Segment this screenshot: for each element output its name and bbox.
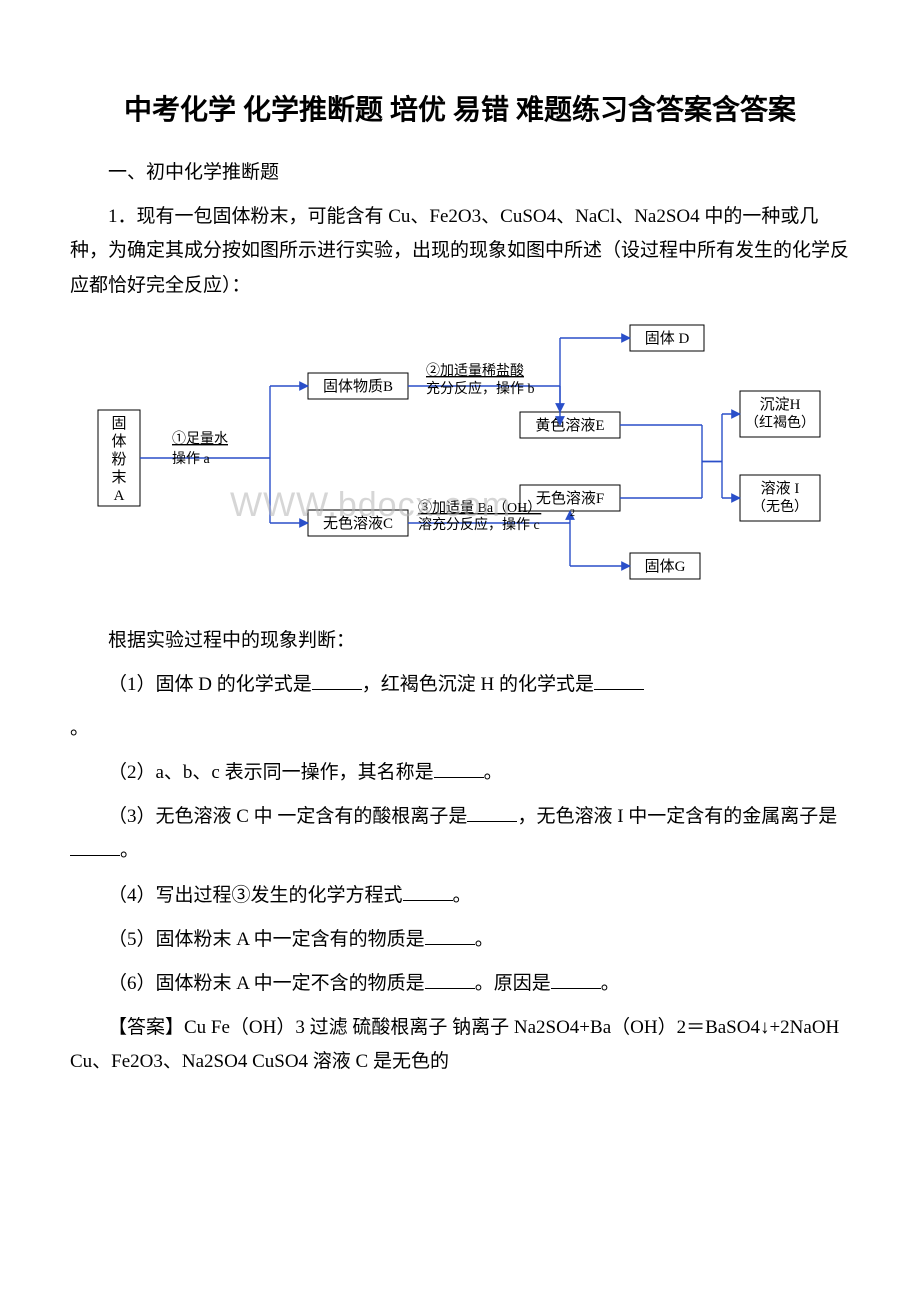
period: 。 <box>601 973 620 994</box>
svg-text:A: A <box>114 488 125 504</box>
flow-diagram: 固体粉末A 固体物质B 无色溶液C 固体 D 黄色溶液E 无色溶液F 固体G 沉淀H（红褐色）… <box>90 315 830 606</box>
svg-text:沉淀H: 沉淀H <box>760 396 801 413</box>
svg-text:（无色）: （无色） <box>752 498 808 515</box>
q1-6: （6）固体粉末 A 中一定不含的物质是 。原因是 。 <box>70 967 850 1001</box>
q1-3-b: ，无色溶液 I 中一定含有的金属离子是 <box>517 806 837 827</box>
svg-text:固: 固 <box>111 415 126 432</box>
svg-text:溶液 I: 溶液 I <box>761 480 800 497</box>
svg-text:①足量水: ①足量水 <box>172 431 228 447</box>
question-intro: 1．现有一包固体粉末，可能含有 Cu、Fe2O3、CuSO4、NaCl、Na2S… <box>70 200 850 303</box>
q1-2: （2）a、b、c 表示同一操作，其名称是 。 <box>70 756 850 790</box>
period: 。 <box>484 762 503 783</box>
q1-1-a: （1）固体 D 的化学式是 <box>108 674 312 695</box>
blank <box>403 882 453 901</box>
period: 。 <box>475 929 494 950</box>
q1-6-a: （6）固体粉末 A 中一定不含的物质是 <box>108 973 425 994</box>
answer-block: 【答案】Cu Fe（OH）3 过滤 硫酸根离子 钠离子 Na2SO4+Ba（OH… <box>70 1011 850 1079</box>
after-diagram-text: 根据实验过程中的现象判断： <box>70 624 850 658</box>
section-heading: 一、初中化学推断题 <box>70 156 850 190</box>
q1-4: （4）写出过程③发生的化学方程式 。 <box>70 879 850 913</box>
q1-4-a: （4）写出过程③发生的化学方程式 <box>108 885 403 906</box>
blank <box>467 803 517 822</box>
svg-text:（红褐色）: （红褐色） <box>745 414 815 431</box>
svg-text:2: 2 <box>570 508 575 519</box>
svg-text:溶充分反应，操作 c: 溶充分反应，操作 c <box>418 516 540 533</box>
blank <box>594 671 644 690</box>
svg-text:③加适量 Ba（OH）: ③加适量 Ba（OH） <box>418 500 541 516</box>
svg-text:体: 体 <box>111 433 126 450</box>
blank <box>425 926 475 945</box>
q1-1-end: 。 <box>70 712 850 746</box>
svg-text:充分反应，操作 b: 充分反应，操作 b <box>426 380 535 397</box>
blank <box>425 970 475 989</box>
q1-1: （1）固体 D 的化学式是 ，红褐色沉淀 H 的化学式是 <box>70 668 850 702</box>
q1-1-b: ，红褐色沉淀 H 的化学式是 <box>362 674 594 695</box>
svg-text:固体 D: 固体 D <box>645 330 690 347</box>
svg-text:固体物质B: 固体物质B <box>323 378 393 395</box>
q1-3: （3）无色溶液 C 中 一定含有的酸根离子是 ，无色溶液 I 中一定含有的金属离子… <box>70 800 850 868</box>
q1-6-b: 。原因是 <box>475 973 551 994</box>
svg-text:末: 末 <box>111 469 126 486</box>
blank <box>70 837 120 856</box>
q1-3-a: （3）无色溶液 C 中 一定含有的酸根离子是 <box>108 806 467 827</box>
q1-5: （5）固体粉末 A 中一定含有的物质是 。 <box>70 923 850 957</box>
period: 。 <box>120 840 139 861</box>
blank <box>312 671 362 690</box>
svg-text:无色溶液F: 无色溶液F <box>536 490 604 507</box>
period: 。 <box>453 885 472 906</box>
q1-2-a: （2）a、b、c 表示同一操作，其名称是 <box>108 762 434 783</box>
svg-text:②加适量稀盐酸: ②加适量稀盐酸 <box>426 363 524 379</box>
page-title: 中考化学 化学推断题 培优 易错 难题练习含答案含答案 <box>70 90 850 132</box>
blank <box>551 970 601 989</box>
svg-text:无色溶液C: 无色溶液C <box>323 515 393 532</box>
q1-5-a: （5）固体粉末 A 中一定含有的物质是 <box>108 929 425 950</box>
svg-text:固体G: 固体G <box>645 558 686 575</box>
svg-text:操作 a: 操作 a <box>172 451 210 467</box>
blank <box>434 759 484 778</box>
flow-diagram-container: 固体粉末A 固体物质B 无色溶液C 固体 D 黄色溶液E 无色溶液F 固体G 沉淀H（红褐色）… <box>70 315 850 606</box>
svg-text:黄色溶液E: 黄色溶液E <box>535 417 604 434</box>
svg-text:粉: 粉 <box>111 451 126 468</box>
